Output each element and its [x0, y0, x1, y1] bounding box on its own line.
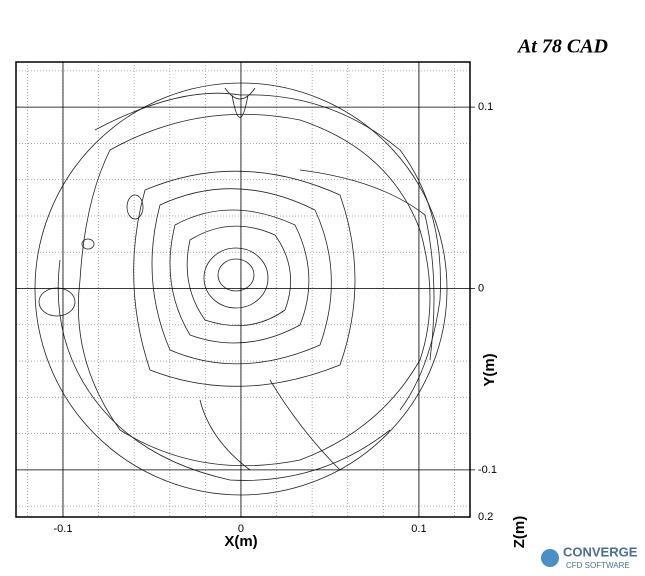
x-tick-label: 0.1	[411, 523, 426, 535]
logo-tagline: CFD SOFTWARE	[566, 561, 630, 570]
logo-name: CONVERGE	[563, 544, 638, 559]
x-tick-label: 0	[238, 523, 244, 535]
streamline	[133, 170, 356, 387]
y-tick-label: 0.1	[478, 101, 493, 113]
streamline	[299, 169, 435, 361]
streamline	[81, 238, 95, 250]
streamline	[203, 247, 269, 309]
plot-frame	[15, 61, 471, 518]
x-tick-label: -0.1	[53, 523, 72, 535]
streamline	[169, 209, 310, 344]
streamline	[224, 87, 256, 118]
streamline	[151, 188, 332, 365]
logo-icon	[541, 549, 559, 567]
streamline	[94, 92, 441, 411]
streamline	[57, 259, 391, 481]
z-axis-label: Z(m)	[511, 516, 528, 549]
streamline	[199, 379, 341, 471]
logo: CONVERGE CFD SOFTWARE	[541, 544, 638, 570]
streamline	[217, 258, 255, 292]
streamline	[186, 225, 291, 326]
streamline	[38, 287, 76, 317]
z-tick-label: 0.2	[478, 511, 493, 523]
streamline	[126, 194, 144, 220]
y-tick-label: -0.1	[478, 464, 497, 476]
chart-title: At 78 CAD	[516, 36, 608, 58]
y-axis-label: Y(m)	[481, 353, 498, 386]
x-axis-label: X(m)	[224, 533, 257, 550]
y-tick-label: 0	[478, 282, 484, 294]
axes: -0.1 0 0.1 -0.1 0 0.1	[16, 62, 497, 535]
streamline	[77, 113, 431, 467]
